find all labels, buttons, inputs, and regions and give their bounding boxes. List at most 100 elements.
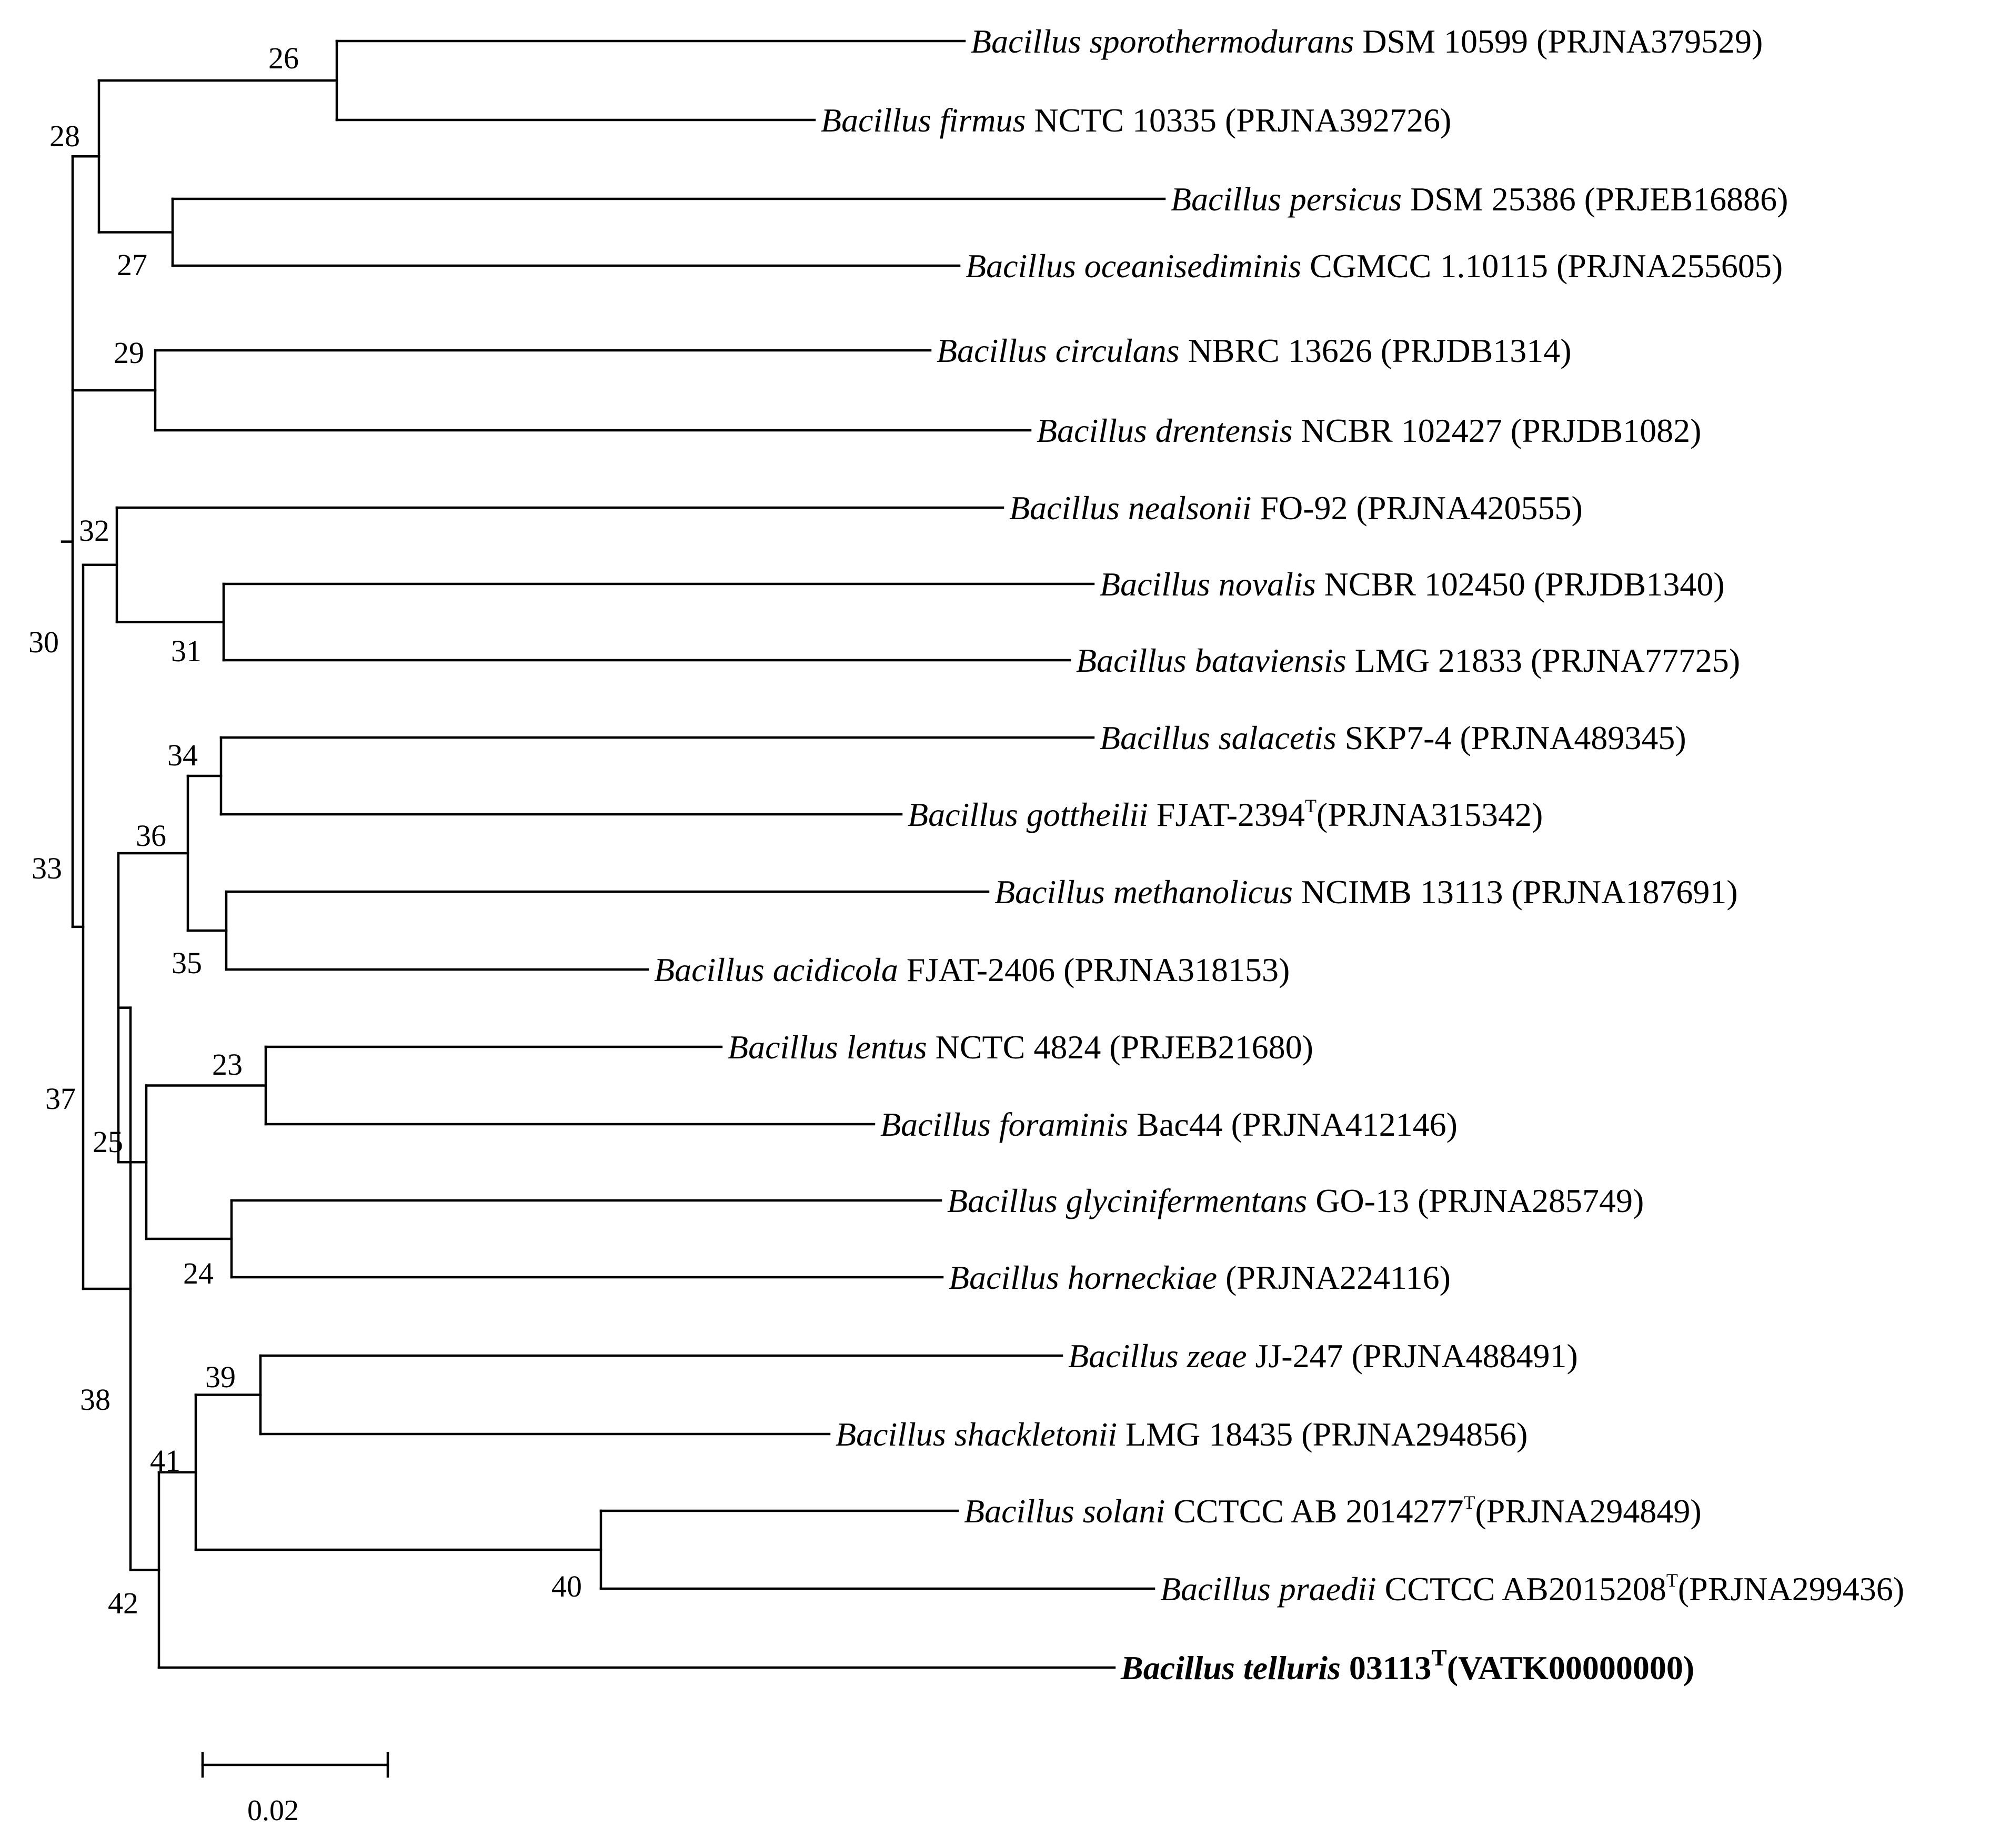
leaf-taxon-name: Bacillus zeae: [1068, 1337, 1247, 1375]
leaf-accession: (PRJNA255605): [1548, 247, 1783, 285]
leaf-label-circulans: Bacillus circulans NBRC 13626 (PRJDB1314…: [937, 332, 1572, 369]
leaf-label-drentensis: Bacillus drentensis NCBR 102427 (PRJDB10…: [1037, 412, 1701, 449]
leaf-accession: (PRJEB21680): [1101, 1028, 1313, 1066]
leaf-strain: JJ-247: [1247, 1337, 1343, 1375]
leaf-label-methanolicus: Bacillus methanolicus NCIMB 13113 (PRJNA…: [994, 873, 1738, 911]
leaf-strain: NCTC 10335: [1026, 102, 1217, 139]
leaf-taxon-name: Bacillus novalis: [1100, 565, 1316, 603]
leaf-strain: GO-13: [1307, 1182, 1409, 1219]
leaf-taxon-name: Bacillus oceanisediminis: [966, 247, 1301, 285]
scale-bar-label: 0.02: [247, 1794, 299, 1827]
leaf-label-zeae: Bacillus zeae JJ-247 (PRJNA488491): [1068, 1337, 1578, 1375]
leaf-label-novalis: Bacillus novalis NCBR 102450 (PRJDB1340): [1100, 565, 1725, 603]
leaf-taxon-name: Bacillus gottheilii: [908, 796, 1148, 833]
leaf-label-horneckiae: Bacillus horneckiae (PRJNA224116): [949, 1259, 1451, 1296]
leaf-accession: (PRJNA318153): [1055, 951, 1290, 988]
leaf-strain: FO-92: [1251, 489, 1348, 527]
leaf-accession: (PRJNA489345): [1451, 719, 1686, 756]
node-label-30: 30: [28, 625, 59, 659]
leaf-strain: FJAT-2394: [1148, 796, 1305, 833]
leaf-taxon-name: Bacillus sporothermodurans: [971, 23, 1354, 60]
leaf-taxon-name: Bacillus methanolicus: [994, 873, 1293, 911]
leaf-taxon-name: Bacillus solani: [964, 1492, 1165, 1530]
leaf-strain: LMG 21833: [1346, 642, 1522, 679]
leaf-accession: (PRJNA412146): [1223, 1106, 1458, 1143]
leaf-accession: (PRJNA77725): [1522, 642, 1740, 679]
node-label-28: 28: [49, 119, 80, 153]
leaf-label-foraminis: Bacillus foraminis Bac44 (PRJNA412146): [880, 1106, 1458, 1143]
node-label-34: 34: [167, 738, 198, 772]
leaf-strain: CCTCC AB 2014277: [1165, 1492, 1463, 1530]
leaf-accession: (PRJNA392726): [1217, 102, 1451, 139]
node-label-42: 42: [108, 1586, 138, 1620]
node-label-36: 36: [136, 819, 166, 853]
leaf-labels: Bacillus sporothermodurans DSM 10599 (PR…: [654, 23, 1904, 1687]
leaf-taxon-name: Bacillus salacetis: [1100, 719, 1336, 756]
leaf-strain: FJAT-2406: [898, 951, 1055, 988]
type-strain-marker: T: [1305, 795, 1316, 816]
leaf-taxon-name: Bacillus drentensis: [1037, 412, 1292, 449]
leaf-label-telluris: Bacillus telluris 03113T(VATK00000000): [1120, 1645, 1694, 1687]
leaf-accession: (PRJNA488491): [1343, 1337, 1578, 1375]
node-label-37: 37: [45, 1082, 76, 1116]
leaf-taxon-name: Bacillus horneckiae: [949, 1259, 1217, 1296]
leaf-accession: (PRJNA299436): [1678, 1570, 1904, 1608]
leaf-accession: (PRJDB1082): [1502, 412, 1702, 449]
node-label-38: 38: [80, 1382, 110, 1417]
type-strain-marker: T: [1666, 1570, 1678, 1591]
node-label-31: 31: [171, 634, 202, 668]
leaf-strain: DSM 10599: [1354, 23, 1528, 60]
leaf-taxon-name: Bacillus foraminis: [880, 1106, 1128, 1143]
leaf-strain: NCTC 4824: [927, 1028, 1101, 1066]
leaf-taxon-name: Bacillus persicus: [1171, 180, 1402, 218]
leaf-taxon-name: Bacillus praedii: [1160, 1570, 1376, 1608]
leaf-label-praedii: Bacillus praedii CCTCC AB2015208T(PRJNA2…: [1160, 1570, 1904, 1608]
leaf-strain: DSM 25386: [1402, 180, 1576, 218]
leaf-accession: (PRJNA285749): [1409, 1182, 1644, 1219]
leaf-label-gottheilii: Bacillus gottheilii FJAT-2394T(PRJNA3153…: [908, 795, 1543, 833]
leaf-taxon-name: Bacillus acidicola: [654, 951, 898, 988]
leaf-strain: NBRC 13626: [1180, 332, 1372, 369]
scale-bar: 0.02: [201, 1752, 389, 1827]
leaf-label-shackletonii: Bacillus shackletonii LMG 18435 (PRJNA29…: [836, 1416, 1527, 1453]
leaf-taxon-name: Bacillus nealsonii: [1009, 489, 1251, 527]
leaf-accession: (PRJNA294849): [1475, 1492, 1701, 1530]
node-label-40: 40: [551, 1569, 582, 1603]
leaf-accession: (PRJNA379529): [1528, 23, 1763, 60]
leaf-accession: (PRJNA420555): [1348, 489, 1583, 527]
node-label-24: 24: [183, 1256, 214, 1290]
node-label-25: 25: [93, 1125, 123, 1159]
leaf-taxon-name: Bacillus circulans: [937, 332, 1180, 369]
leaf-strain: CGMCC 1.10115: [1301, 247, 1548, 285]
leaf-label-salacetis: Bacillus salacetis SKP7-4 (PRJNA489345): [1100, 719, 1686, 756]
leaf-label-firmus: Bacillus firmus NCTC 10335 (PRJNA392726): [821, 102, 1451, 139]
node-label-33: 33: [32, 851, 62, 885]
node-label-23: 23: [212, 1047, 243, 1082]
node-label-32: 32: [79, 513, 109, 548]
leaf-label-acidicola: Bacillus acidicola FJAT-2406 (PRJNA31815…: [654, 951, 1290, 988]
leaf-label-bataviensis: Bacillus bataviensis LMG 21833 (PRJNA777…: [1076, 642, 1740, 679]
leaf-taxon-name: Bacillus lentus: [728, 1028, 927, 1066]
leaf-accession: (PRJNA187691): [1503, 873, 1737, 911]
tree-branches: [61, 39, 1166, 1669]
leaf-accession: (PRJDB1340): [1525, 565, 1725, 603]
leaf-strain: NCBR 102450: [1316, 565, 1525, 603]
leaf-label-glycinifermentans: Bacillus glycinifermentans GO-13 (PRJNA2…: [947, 1182, 1644, 1219]
leaf-strain: NCBR 102427: [1292, 412, 1502, 449]
leaf-accession: (PRJEB16886): [1576, 180, 1788, 218]
leaf-strain: 03113: [1341, 1649, 1431, 1687]
leaf-accession: (PRJNA294856): [1293, 1416, 1527, 1453]
node-label-35: 35: [172, 946, 202, 980]
leaf-taxon-name: Bacillus glycinifermentans: [947, 1182, 1307, 1219]
node-label-29: 29: [114, 336, 144, 370]
leaf-label-sporothermodurans: Bacillus sporothermodurans DSM 10599 (PR…: [971, 23, 1763, 60]
leaf-strain: Bac44: [1128, 1106, 1223, 1143]
type-strain-marker: T: [1463, 1492, 1475, 1513]
leaf-label-solani: Bacillus solani CCTCC AB 2014277T(PRJNA2…: [964, 1492, 1702, 1530]
leaf-accession: (VATK00000000): [1447, 1649, 1695, 1687]
leaf-accession: (PRJNA224116): [1217, 1259, 1451, 1296]
leaf-accession: (PRJDB1314): [1372, 332, 1572, 369]
leaf-taxon-name: Bacillus bataviensis: [1076, 642, 1346, 679]
node-label-41: 41: [150, 1443, 180, 1478]
